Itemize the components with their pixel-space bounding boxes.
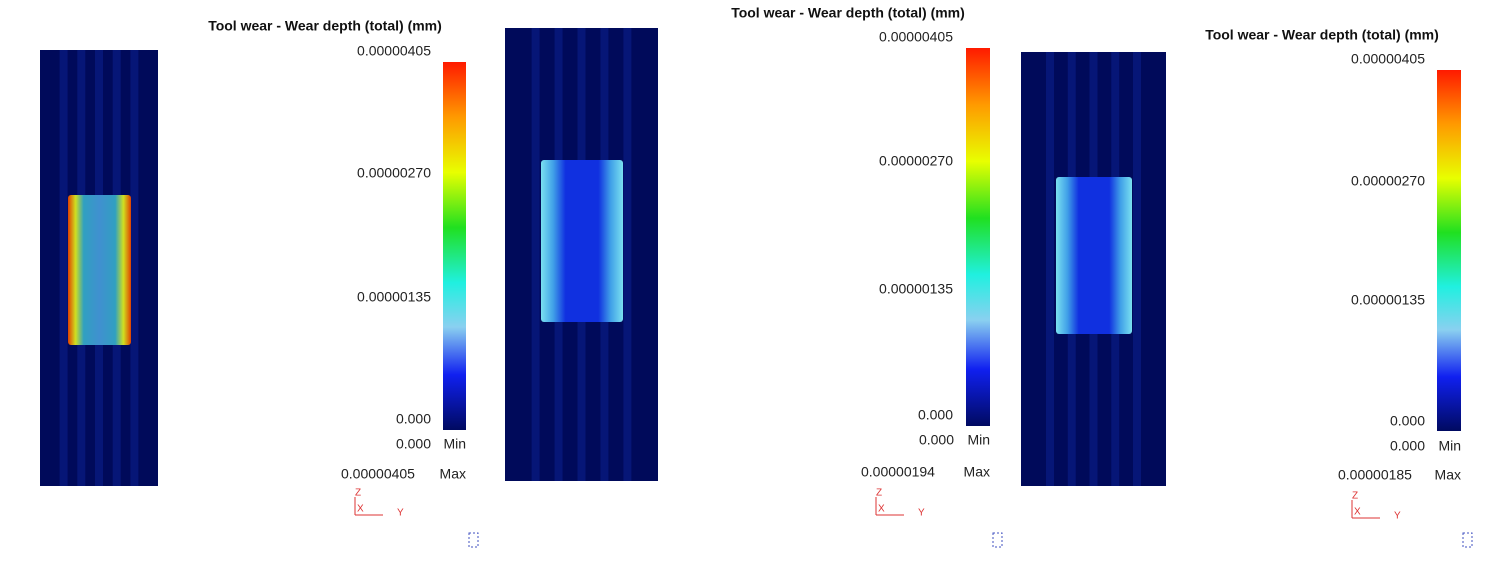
scale-label: 0.00000135 <box>879 281 953 297</box>
min-label: Min <box>967 432 990 448</box>
min-label: Min <box>443 436 466 452</box>
min-value: 0.000 <box>396 436 431 452</box>
color-bar <box>1437 70 1461 431</box>
min-value: 0.000 <box>919 432 954 448</box>
axis-y-label: Y <box>1394 511 1401 522</box>
max-value: 0.00000185 <box>1338 467 1412 483</box>
view-icon <box>992 532 1003 548</box>
legend-title: Tool wear - Wear depth (total) (mm) <box>208 18 442 34</box>
max-value: 0.00000405 <box>341 466 415 482</box>
scale-label: 0.00000405 <box>1351 51 1425 67</box>
axis-z-label: Z <box>1352 491 1358 502</box>
legend-title: Tool wear - Wear depth (total) (mm) <box>731 5 965 21</box>
max-label: Max <box>440 466 466 482</box>
scale-label: 0.000 <box>918 407 953 423</box>
max-label: Max <box>964 464 990 480</box>
scale-label: 0.00000135 <box>1351 292 1425 308</box>
scale-label: 0.00000405 <box>357 43 431 59</box>
scale-label: 0.000 <box>396 411 431 427</box>
scale-label: 0.00000135 <box>357 289 431 305</box>
axis-x-label: X <box>1354 507 1361 518</box>
wear-zone <box>541 160 623 322</box>
tool-stripe <box>1133 52 1141 486</box>
max-label: Max <box>1435 467 1461 483</box>
scale-label: 0.00000270 <box>357 165 431 181</box>
min-value: 0.000 <box>1390 438 1425 454</box>
color-bar <box>443 62 466 430</box>
legend-title: Tool wear - Wear depth (total) (mm) <box>1205 27 1439 43</box>
color-bar <box>966 48 990 426</box>
view-icon <box>468 532 479 548</box>
tool-stripe <box>1046 52 1054 486</box>
min-label: Min <box>1438 438 1461 454</box>
scale-label: 0.00000405 <box>879 29 953 45</box>
scale-label: 0.000 <box>1390 413 1425 429</box>
max-value: 0.00000194 <box>861 464 935 480</box>
axis-x-label: X <box>878 504 885 515</box>
axis-z-label: Z <box>355 488 361 499</box>
scale-label: 0.00000270 <box>1351 173 1425 189</box>
tool-stripe <box>59 50 68 486</box>
axis-z-label: Z <box>876 488 882 499</box>
axis-y-label: Y <box>918 508 925 519</box>
axis-y-label: Y <box>397 508 404 519</box>
wear-zone <box>68 195 131 345</box>
wear-zone <box>1056 177 1132 334</box>
scale-label: 0.00000270 <box>879 153 953 169</box>
tool-stripe <box>130 50 139 486</box>
axis-x-label: X <box>357 504 364 515</box>
view-icon <box>1462 532 1473 548</box>
tool-stripe <box>531 28 540 481</box>
tool-stripe <box>623 28 632 481</box>
